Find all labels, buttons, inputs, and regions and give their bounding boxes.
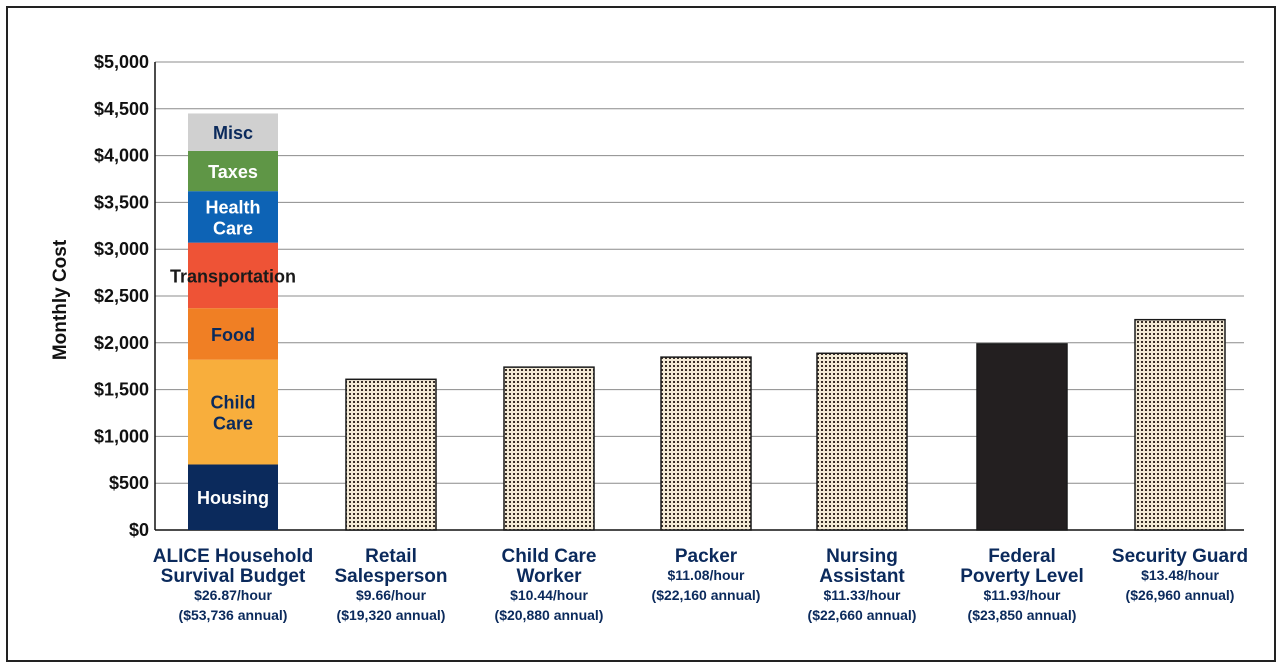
y-tick-label: $0 bbox=[129, 520, 149, 540]
y-tick-label: $2,500 bbox=[94, 286, 149, 306]
category-label: Poverty Level bbox=[960, 566, 1084, 587]
y-axis-title: Monthly Cost bbox=[50, 239, 71, 360]
stacked-segment-health-care bbox=[188, 191, 278, 243]
category-detail: ($19,320 annual) bbox=[337, 607, 446, 623]
category-label: Survival Budget bbox=[161, 566, 306, 587]
y-tick-label: $4,000 bbox=[94, 146, 149, 166]
category-detail: ($22,160 annual) bbox=[652, 587, 761, 603]
segment-label: Health bbox=[205, 197, 260, 217]
y-tick-label: $1,000 bbox=[94, 426, 149, 446]
chart-frame bbox=[6, 6, 1276, 662]
category-detail: ($53,736 annual) bbox=[179, 607, 288, 623]
segment-label: Taxes bbox=[208, 162, 258, 182]
stacked-segment-transportation bbox=[188, 242, 278, 309]
category-detail: $11.33/hour bbox=[823, 587, 901, 603]
stacked-segment-misc bbox=[188, 113, 278, 151]
category-detail: ($22,660 annual) bbox=[808, 607, 917, 623]
category-detail: $11.08/hour bbox=[667, 567, 745, 583]
bar bbox=[816, 352, 908, 531]
category-label: ALICE Household bbox=[153, 546, 313, 567]
category-label: Federal bbox=[988, 546, 1056, 567]
y-tick-label: $3,000 bbox=[94, 239, 149, 259]
bar bbox=[660, 356, 752, 531]
bar bbox=[345, 378, 437, 531]
category-detail: ($20,880 annual) bbox=[495, 607, 604, 623]
segment-label: Misc bbox=[213, 123, 253, 143]
bar bbox=[1134, 318, 1226, 531]
category-label: Assistant bbox=[819, 566, 905, 587]
stacked-segment-child-care bbox=[188, 359, 278, 465]
segment-label: Transportation bbox=[170, 266, 296, 286]
segment-label: Care bbox=[213, 414, 253, 434]
category-detail: ($26,960 annual) bbox=[1126, 587, 1235, 603]
bar bbox=[503, 366, 595, 531]
category-detail: $11.93/hour bbox=[983, 587, 1061, 603]
bar bbox=[976, 343, 1068, 531]
category-detail: $9.66/hour bbox=[356, 587, 427, 603]
y-tick-label: $500 bbox=[109, 473, 149, 493]
category-label: Security Guard bbox=[1112, 546, 1248, 567]
category-detail: $26.87/hour bbox=[194, 587, 272, 603]
bars: HousingChildCareFoodTransportationHealth… bbox=[170, 113, 1226, 531]
category-label: Child Care bbox=[501, 546, 596, 567]
category-detail: $10.44/hour bbox=[510, 587, 588, 603]
y-tick-label: $2,000 bbox=[94, 333, 149, 353]
segment-label: Care bbox=[213, 218, 253, 238]
y-tick-label: $1,500 bbox=[94, 380, 149, 400]
category-detail: $13.48/hour bbox=[1141, 567, 1219, 583]
y-tick-label: $5,000 bbox=[94, 52, 149, 72]
y-tick-label: $4,500 bbox=[94, 99, 149, 119]
y-tick-label: $3,500 bbox=[94, 192, 149, 212]
y-axis: $0 $500 $1,000 $1,500 $2,000 $2,500 $3,000 $3,5… bbox=[50, 52, 1244, 540]
category-detail: ($23,850 annual) bbox=[968, 607, 1077, 623]
category-label: Nursing bbox=[826, 546, 898, 567]
stacked-segment-taxes bbox=[188, 150, 278, 192]
segment-label: Housing bbox=[197, 488, 269, 508]
stacked-segment-food bbox=[188, 308, 278, 360]
segment-label: Food bbox=[211, 325, 255, 345]
category-label: Retail bbox=[365, 546, 417, 567]
segment-label: Child bbox=[211, 393, 256, 413]
category-label: Worker bbox=[516, 566, 582, 587]
stacked-segment-housing bbox=[188, 464, 278, 530]
category-label: Packer bbox=[675, 546, 738, 567]
category-label: Salesperson bbox=[335, 566, 448, 587]
